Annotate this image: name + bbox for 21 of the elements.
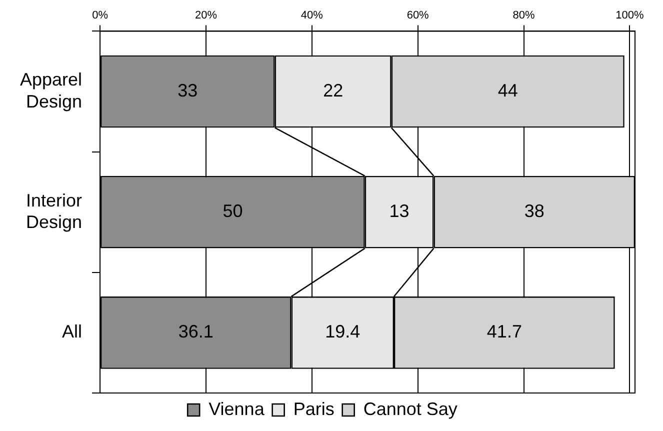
y-tick-label: Apparel Design [20,70,82,112]
data-label: 13 [389,201,410,222]
data-label: 19.4 [325,322,360,342]
legend-label: Cannot Say [363,398,458,419]
x-tick-label: 80% [512,10,535,22]
x-tick-label: 0% [92,10,108,22]
x-tick-label: 20% [194,10,218,22]
data-label: 33 [178,80,198,100]
legend-label: Vienna [208,398,266,419]
data-label: 44 [498,80,518,100]
y-tick-label: Interior Design [26,190,82,232]
legend-label: Paris [293,398,334,419]
data-label: 50 [222,201,243,222]
data-label: 41.7 [486,322,522,342]
data-label: 38 [524,201,544,222]
y-tick-label: All [62,322,82,342]
x-tick-label: 40% [300,10,324,22]
x-tick-label: 60% [406,10,430,22]
data-label: 36.1 [178,322,214,342]
x-tick-label: 100% [616,10,644,22]
data-label: 22 [323,80,344,100]
